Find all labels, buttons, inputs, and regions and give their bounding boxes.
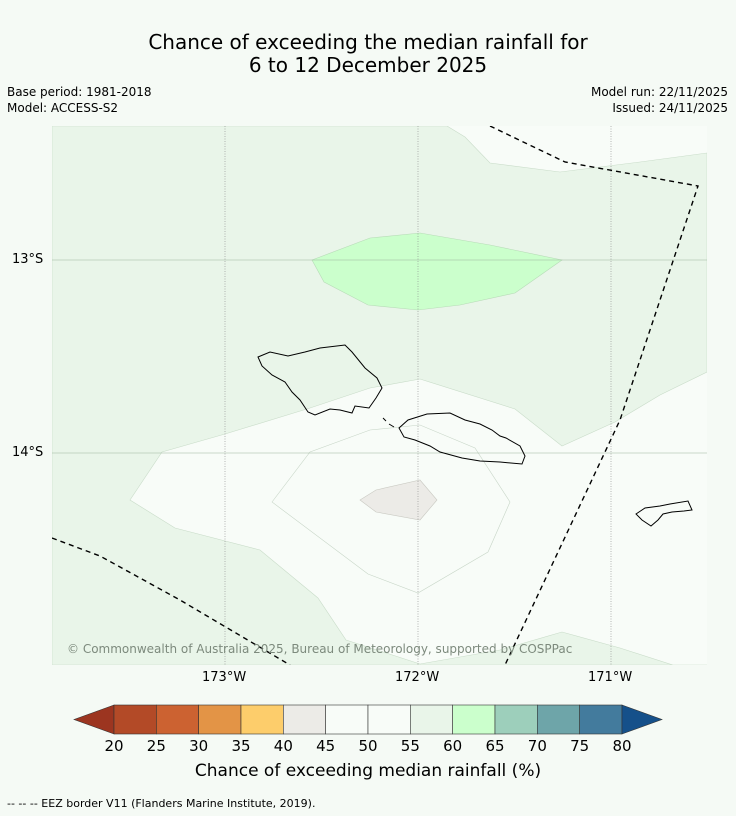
title-line-1: Chance of exceeding the median rainfall …	[148, 30, 588, 54]
colorbar-arrow-low	[73, 704, 115, 735]
colorbar-tick-25: 25	[146, 737, 166, 755]
colorbar-tick-80: 80	[612, 737, 632, 755]
base-period: Base period: 1981-2018	[7, 85, 152, 99]
colorbar-tick-65: 65	[485, 737, 505, 755]
colorbar-segment-30-35	[198, 704, 242, 735]
colorbar-segment-40-45	[283, 704, 326, 735]
upolu-island	[398, 412, 526, 465]
small-islet-1	[382, 417, 387, 422]
copyright-text: © Commonwealth of Australia 2025, Bureau…	[67, 642, 573, 656]
eez-footnote: -- -- -- EEZ border V11 (Flanders Marine…	[7, 797, 316, 810]
colorbar-tick-45: 45	[316, 737, 336, 755]
colorbar-arrow-high	[621, 704, 663, 735]
islands	[257, 344, 693, 527]
small-islet-2	[388, 423, 395, 428]
colorbar-tick-35: 35	[231, 737, 251, 755]
colorbar-tick-55: 55	[400, 737, 420, 755]
lat-label-13s: 13°S	[12, 252, 44, 267]
model-run: Model run: 22/11/2025	[590, 85, 728, 99]
colorbar-tick-20: 20	[104, 737, 124, 755]
colorbar-segment-60-65	[452, 704, 496, 735]
colorbar-segment-20-25	[113, 704, 157, 735]
colorbar-segment-25-30	[156, 704, 199, 735]
lon-label-173w: 173°W	[202, 670, 247, 685]
colorbar-segment-75-80	[579, 704, 623, 735]
metadata-right: Model run: 22/11/2025 Issued: 24/11/2025	[591, 84, 728, 116]
colorbar-tick-30: 30	[189, 737, 209, 755]
lat-label-14s: 14°S	[12, 445, 44, 460]
lon-label-171w: 171°W	[588, 670, 633, 685]
metadata-left: Base period: 1981-2018 Model: ACCESS-S2	[7, 84, 152, 116]
chart-title: Chance of exceeding the median rainfall …	[0, 31, 736, 77]
contour-40-45	[359, 479, 438, 521]
colorbar-tick-60: 60	[443, 737, 463, 755]
colorbar-segment-65-70	[494, 704, 538, 735]
colorbar-tick-70: 70	[527, 737, 547, 755]
issued-date: Issued: 24/11/2025	[612, 101, 728, 115]
model-name: Model: ACCESS-S2	[7, 101, 119, 115]
colorbar-tick-40: 40	[273, 737, 293, 755]
tutuila-island	[635, 500, 693, 527]
contour-45-50	[271, 424, 511, 594]
colorbar-segment-35-40	[240, 704, 284, 735]
title-line-2: 6 to 12 December 2025	[248, 53, 488, 77]
colorbar-label: Chance of exceeding median rainfall (%)	[194, 761, 542, 781]
lon-label-172w: 172°W	[395, 670, 440, 685]
colorbar-segment-50-55	[367, 704, 411, 735]
colorbar-segment-70-75	[537, 704, 580, 735]
colorbar-tick-50: 50	[358, 737, 378, 755]
colorbar-tick-75: 75	[570, 737, 590, 755]
savaii-island	[257, 344, 383, 416]
colorbar-segment-55-60	[410, 704, 453, 735]
graticule	[52, 126, 707, 665]
colorbar-segment-45-50	[325, 704, 369, 735]
eez-border	[52, 126, 699, 665]
contour-60-65	[311, 232, 563, 311]
